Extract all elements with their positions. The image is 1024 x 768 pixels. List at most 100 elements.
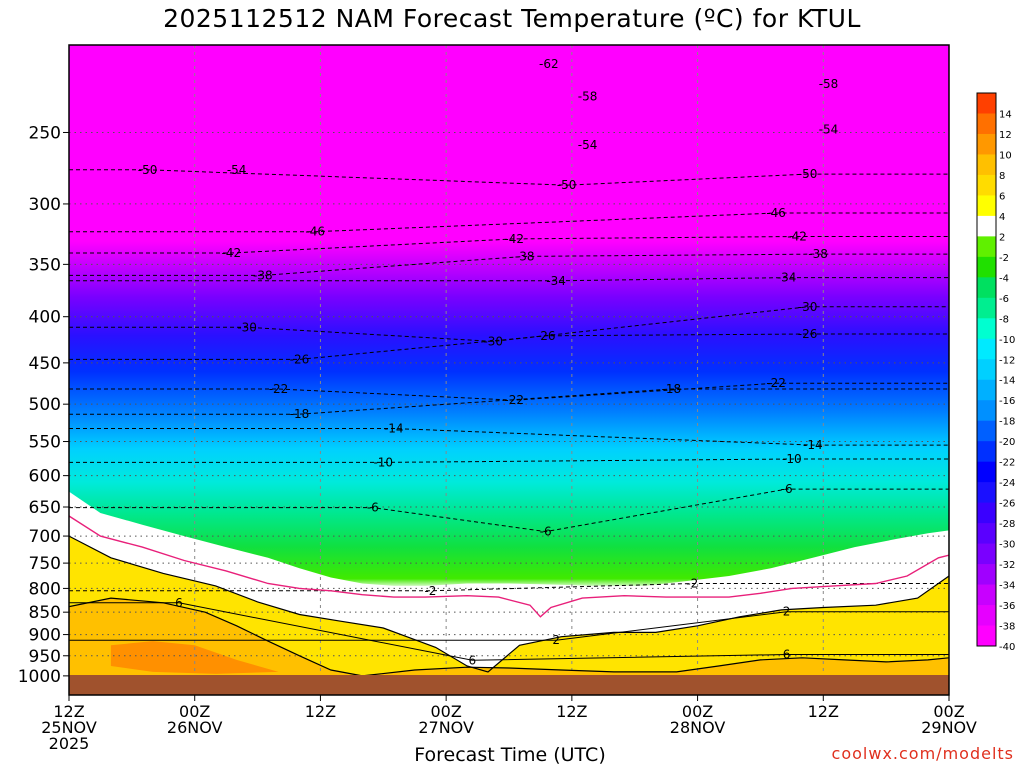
colorbar-swatch xyxy=(977,277,996,299)
isotherm-6c xyxy=(69,597,949,677)
colorbar-swatch xyxy=(977,461,996,483)
contour-label: -26 xyxy=(290,352,310,366)
isotherm-line xyxy=(69,388,949,415)
contour-label: -6 xyxy=(781,482,793,496)
colorbar-swatch xyxy=(977,236,996,258)
contour-label: -30 xyxy=(798,300,818,314)
colorbar-swatch xyxy=(977,543,996,565)
colorbar-tick-label: -8 xyxy=(999,314,1009,325)
colorbar-tick-label: -14 xyxy=(999,376,1015,387)
contour-label: -38 xyxy=(253,268,273,282)
contour-labels: -62-58-58-54-54-54-50-50-50-46-46-42-42-… xyxy=(138,57,839,667)
contour-label: -10 xyxy=(373,455,393,469)
y-tick-label: 550 xyxy=(29,433,61,453)
contour-label: -34 xyxy=(777,271,797,285)
warm-core-10c xyxy=(110,641,279,674)
colorbar-tick-label: -10 xyxy=(999,335,1015,346)
y-tick-label: 250 xyxy=(29,123,61,143)
x-tick-label: 2025 xyxy=(49,734,90,753)
colorbar-tick-label: -30 xyxy=(999,540,1015,551)
contour-label: -54 xyxy=(578,138,598,152)
colorbar-tick-label: 2 xyxy=(999,232,1005,243)
colorbar-swatch xyxy=(977,605,996,627)
contour-label: -26 xyxy=(798,327,818,341)
colorbar-swatch xyxy=(977,215,996,237)
y-tick-label: 300 xyxy=(29,195,61,215)
colorbar-swatch xyxy=(977,420,996,442)
y-tick-label: 1000 xyxy=(18,667,61,687)
x-tick-label: 25NOV xyxy=(41,718,97,737)
ground-layer xyxy=(69,675,949,695)
colorbar-swatch xyxy=(977,318,996,340)
colorbar-tick-label: 4 xyxy=(999,212,1005,223)
contour-label: -42 xyxy=(787,230,807,244)
y-tick-label: 400 xyxy=(29,308,61,328)
colorbar-tick-label: -6 xyxy=(999,294,1009,305)
plot-area xyxy=(69,45,949,695)
x-tick-label: 27NOV xyxy=(418,718,474,737)
colorbar-swatch xyxy=(977,256,996,278)
isotherm-line xyxy=(69,602,949,661)
colorbar-swatch xyxy=(977,502,996,524)
y-tick-label: 600 xyxy=(29,467,61,487)
colorbar-swatch xyxy=(977,133,996,155)
y-tick-label: 450 xyxy=(29,354,61,374)
colorbar: 14 12 10 8 6 4 2 -2 -4 -6 -8 -10 -12 -14 -16 -18 -20 -22 -… xyxy=(976,92,1015,653)
x-tick-label: 00Z xyxy=(430,702,461,721)
y-tick-label: 500 xyxy=(29,395,61,415)
contour-label: -10 xyxy=(782,452,802,466)
colorbar-swatch xyxy=(977,584,996,606)
colorbar-tick-label: -2 xyxy=(999,253,1009,264)
colorbar-swatch xyxy=(977,154,996,176)
y-tick-label: 350 xyxy=(29,255,61,275)
colorbar-tick-label: 12 xyxy=(999,130,1012,141)
y-tick-label: 900 xyxy=(29,626,61,646)
contour-label: -50 xyxy=(138,163,158,177)
colorbar-swatch xyxy=(977,379,996,401)
contour-label: -58 xyxy=(819,77,839,91)
isotherm-2c xyxy=(69,535,949,673)
isotherm-line xyxy=(69,611,949,641)
colorbar-swatch xyxy=(977,93,996,114)
contour-label: -58 xyxy=(578,89,598,103)
colorbar-tick-label: -16 xyxy=(999,396,1015,407)
contour-label: -2 xyxy=(424,584,436,598)
x-tick-label: 12Z xyxy=(53,702,84,721)
contour-label: -18 xyxy=(290,407,310,421)
isotherm-line xyxy=(69,253,949,276)
x-tick-label: 00Z xyxy=(682,702,713,721)
plot-frame xyxy=(68,44,950,696)
contour-label: -50 xyxy=(557,178,577,192)
x-tick-label: 12Z xyxy=(305,702,336,721)
colorbar-tick-label: -24 xyxy=(999,478,1015,489)
colorbar-tick-label: -4 xyxy=(999,273,1009,284)
contour-label: -6 xyxy=(367,501,379,515)
contour-label: -22 xyxy=(766,376,786,390)
x-axis-label: Forecast Time (UTC) xyxy=(414,744,606,766)
colorbar-tick-label: -12 xyxy=(999,355,1015,366)
y-tick-label: 700 xyxy=(29,527,61,547)
colorbar-swatch xyxy=(977,400,996,422)
chart-title: 2025112512 NAM Forecast Temperature (ºC)… xyxy=(163,4,861,33)
contour-label: -22 xyxy=(504,393,524,407)
colorbar-swatch xyxy=(977,359,996,381)
colorbar-tick-label: -18 xyxy=(999,417,1015,428)
contour-label: -42 xyxy=(504,232,524,246)
isotherm-line xyxy=(69,583,949,592)
contour-label: -42 xyxy=(222,246,242,260)
colorbar-tick-label: -28 xyxy=(999,519,1015,530)
colorbar-swatch xyxy=(977,482,996,504)
contour-lines xyxy=(69,169,949,677)
colorbar-swatch xyxy=(977,625,996,647)
contour-label: 6 xyxy=(175,596,183,610)
x-tick-label: 00Z xyxy=(933,702,964,721)
colorbar-swatch xyxy=(977,523,996,545)
isotherm-line xyxy=(69,333,949,360)
contour-label: -46 xyxy=(305,225,325,239)
isotherm-line xyxy=(69,277,949,282)
y-tick-label: 650 xyxy=(29,498,61,518)
grid-lines xyxy=(69,45,949,695)
contour-label: 2 xyxy=(552,633,560,647)
contour-label: -14 xyxy=(803,438,823,452)
